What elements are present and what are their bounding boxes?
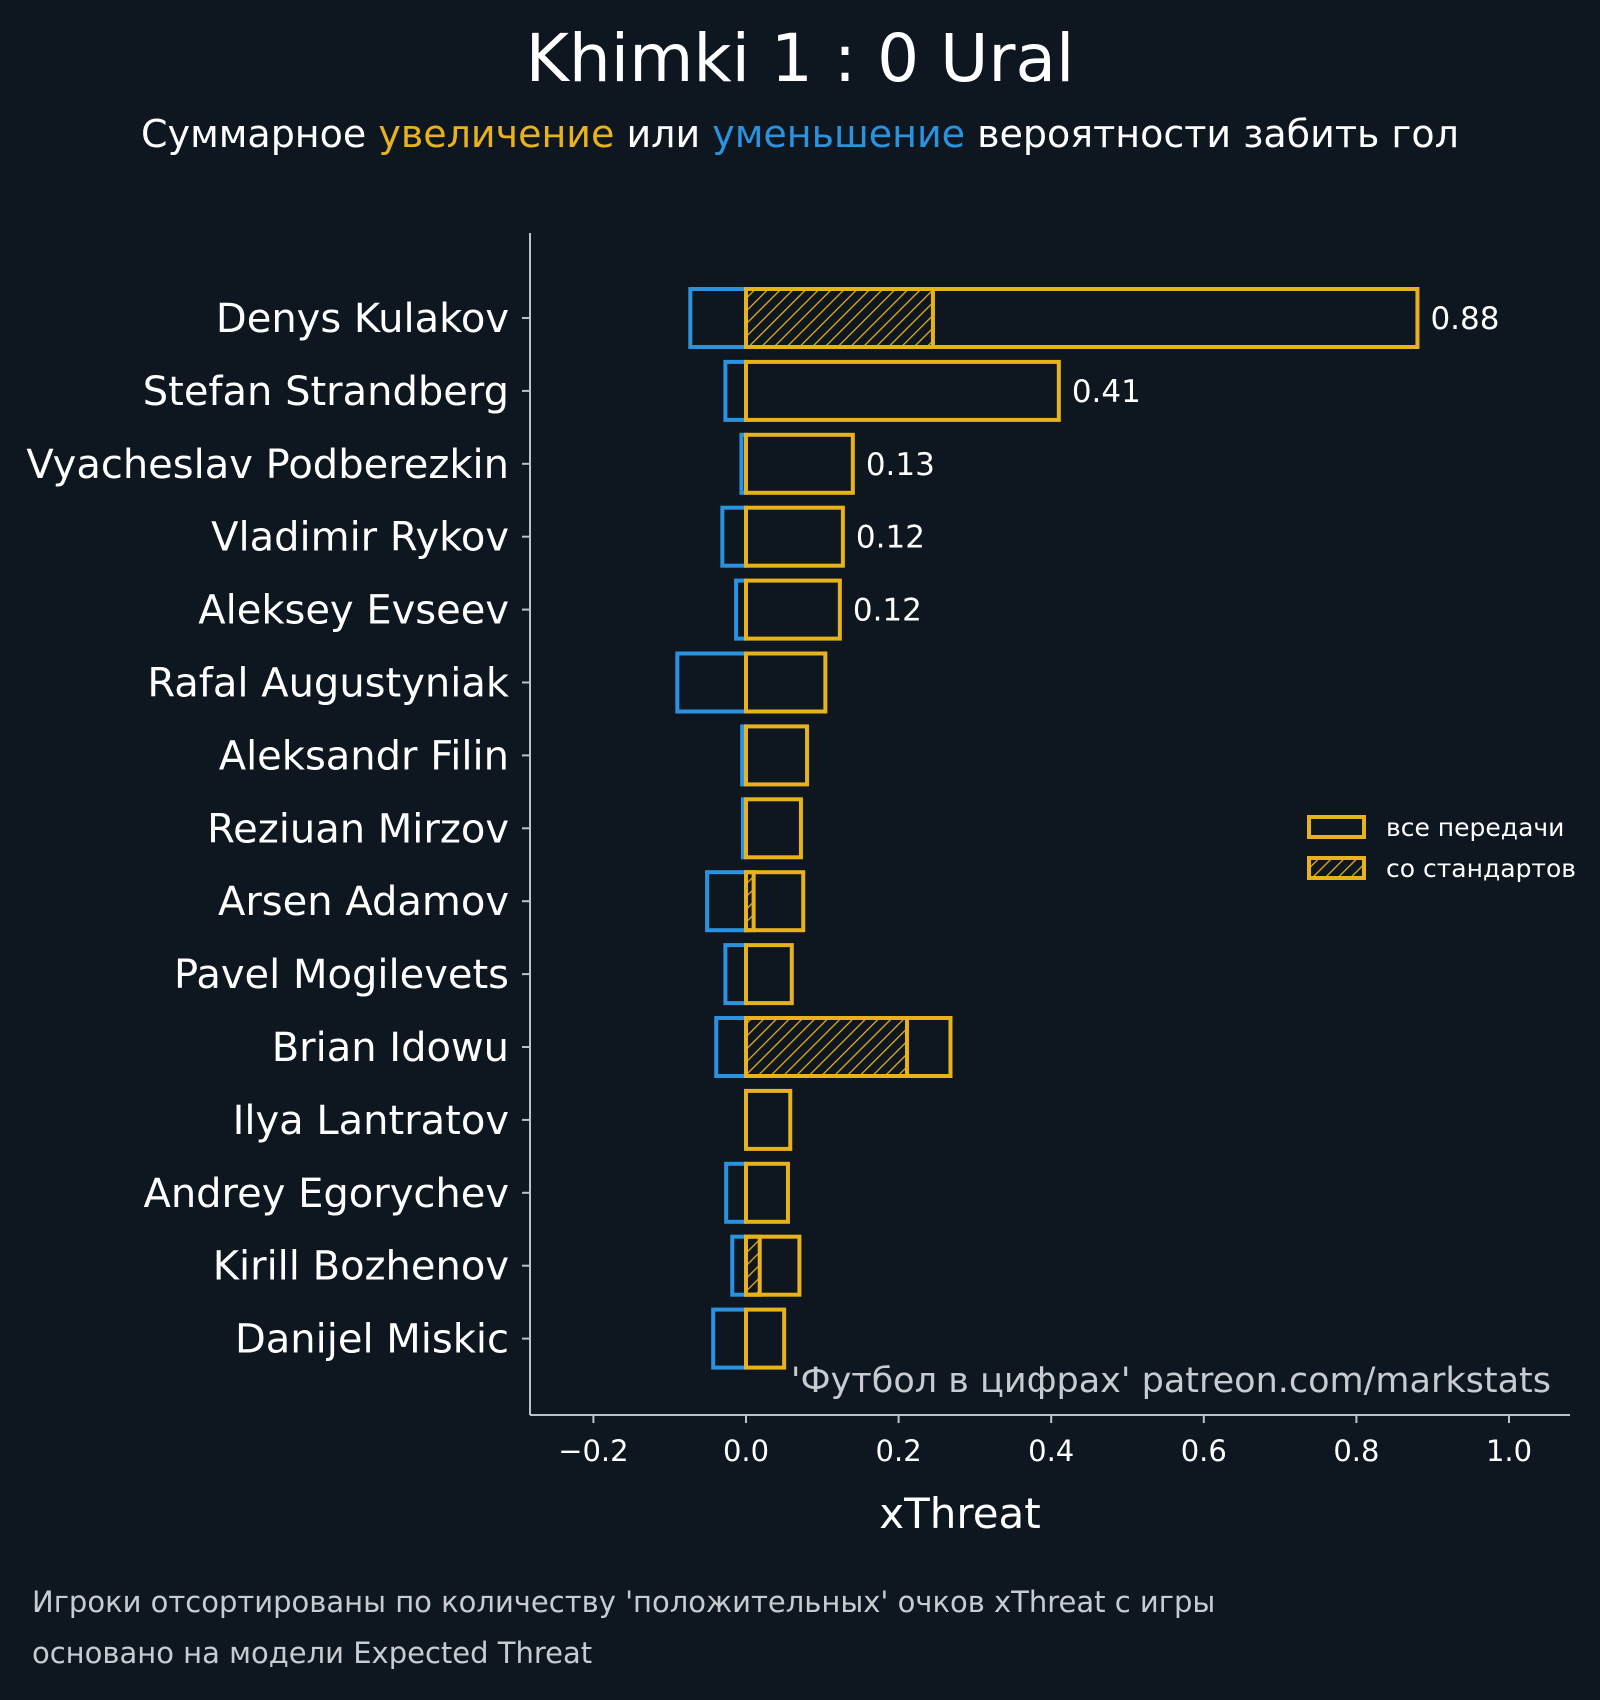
subtitle-decrease: уменьшение	[712, 112, 966, 156]
bar-positive	[744, 1088, 793, 1151]
y-tick-label: Ilya Lantratov	[233, 1098, 509, 1144]
y-tick-label: Denys Kulakov	[216, 296, 509, 342]
y-tick-label: Reziuan Mirzov	[207, 806, 509, 852]
bar-positive	[744, 1234, 802, 1297]
watermark: 'Футбол в цифрах' patreon.com/markstats	[791, 1361, 1551, 1401]
bar-positive	[744, 287, 1420, 349]
y-tick-label: Vladimir Rykov	[211, 515, 509, 561]
bar-positive	[744, 943, 794, 1006]
legend: все передачи со стандартов	[1307, 813, 1576, 883]
bar-negative	[711, 1307, 748, 1370]
bar-positive	[744, 1307, 787, 1370]
legend-label-set-piece: со стандартов	[1386, 854, 1576, 883]
axes: −0.2 0.0 0.2 0.4 0.6 0.8 1.0 xThreat Denys Kulak…	[26, 233, 1570, 1538]
chart-subtitle: Суммарное увеличение или уменьшение веро…	[0, 112, 1600, 156]
bar-positive	[744, 359, 1061, 422]
bar-positive	[744, 797, 803, 860]
footnote-sort: Игроки отсортированы по количеству 'поло…	[32, 1585, 1216, 1619]
bar-positive	[744, 724, 810, 787]
bar-negative	[705, 870, 748, 933]
data-label: 0.12	[853, 593, 922, 629]
data-label: 0.13	[866, 447, 935, 483]
x-tick-label: 0.6	[1181, 1434, 1227, 1468]
x-axis-label: xThreat	[879, 1489, 1041, 1538]
bar-positive	[744, 432, 855, 495]
bar-positive	[744, 1161, 790, 1224]
bar-set-piece	[744, 287, 935, 349]
x-tick-label: 0.8	[1333, 1434, 1379, 1468]
y-tick-label: Stefan Strandberg	[143, 369, 509, 415]
bar-negative	[714, 1016, 748, 1078]
bar-negative	[723, 943, 748, 1006]
subtitle-part1: Суммарное	[141, 112, 379, 156]
bar-set-piece	[744, 1016, 909, 1078]
x-tick-label: 1.0	[1486, 1434, 1532, 1468]
y-tick-label: Andrey Egorychev	[143, 1171, 509, 1217]
subtitle-increase: увеличение	[378, 112, 615, 156]
bar-positive	[744, 505, 845, 568]
data-label: 0.12	[856, 520, 925, 556]
subtitle-part3: вероятности забить гол	[965, 112, 1459, 156]
x-tick-label: 0.0	[723, 1434, 769, 1468]
chart-title: Khimki 1 : 0 Ural	[525, 20, 1075, 97]
bar-positive	[744, 1016, 953, 1078]
legend-swatch-all	[1307, 815, 1366, 839]
y-tick-label: Danijel Miskic	[235, 1317, 509, 1363]
y-tick-label: Kirill Bozhenov	[213, 1244, 509, 1290]
legend-label-all: все передачи	[1386, 813, 1564, 842]
bar-positive	[744, 651, 828, 714]
x-tick-label: −0.2	[558, 1434, 628, 1468]
bar-negative	[688, 287, 749, 349]
bar-negative	[720, 505, 748, 568]
bar-positive	[744, 870, 806, 933]
bars	[675, 287, 1420, 1370]
bar-negative	[675, 651, 749, 714]
y-tick-label: Vyacheslav Podberezkin	[26, 442, 509, 488]
y-tick-label: Pavel Mogilevets	[174, 952, 509, 998]
y-tick-label: Aleksandr Filin	[219, 733, 509, 779]
y-tick-label: Rafal Augustyniak	[147, 661, 509, 707]
bar-negative	[723, 359, 748, 422]
bar-positive	[744, 578, 842, 641]
x-tick-label: 0.2	[876, 1434, 922, 1468]
bar-negative	[730, 1234, 748, 1297]
bar-negative	[724, 1161, 748, 1224]
legend-swatch-set-piece	[1307, 856, 1366, 880]
bar-set-piece	[744, 1234, 762, 1297]
x-tick-label: 0.4	[1028, 1434, 1074, 1468]
subtitle-part2: или	[614, 112, 713, 156]
y-tick-label: Brian Idowu	[272, 1025, 509, 1071]
data-label: 0.41	[1072, 374, 1141, 410]
footnote-model: основано на модели Expected Threat	[32, 1636, 593, 1670]
y-tick-label: Arsen Adamov	[218, 879, 509, 925]
data-label: 0.88	[1430, 301, 1499, 337]
y-tick-label: Aleksey Evseev	[198, 588, 509, 634]
labels: 0.88 0.41 0.13 0.12 0.12 'Футбол в цифрах' pa…	[791, 301, 1551, 1401]
